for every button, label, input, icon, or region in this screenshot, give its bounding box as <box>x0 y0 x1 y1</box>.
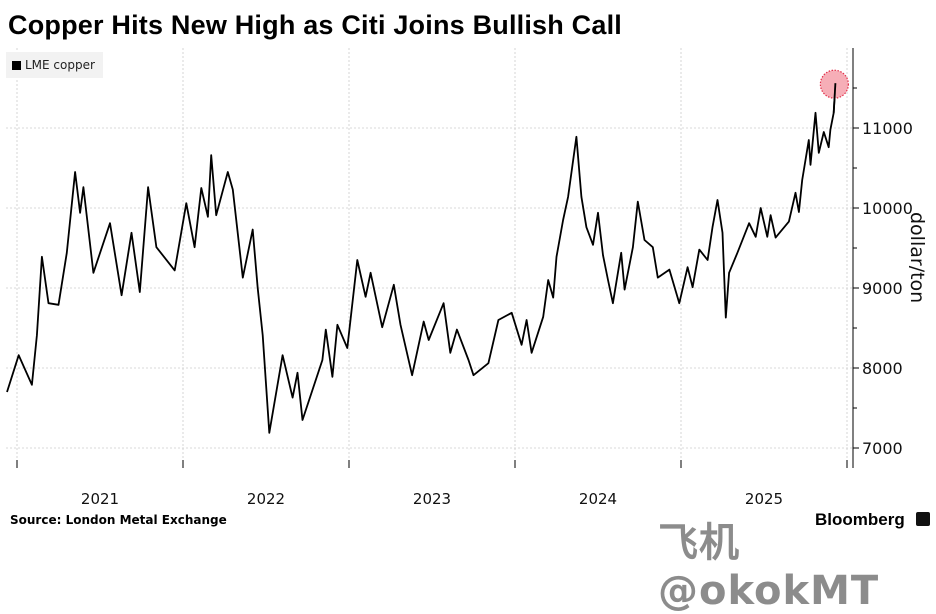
x-tick-label: 2021 <box>81 490 119 508</box>
x-tick-label: 2024 <box>579 490 617 508</box>
series-line-lme-copper <box>6 83 837 434</box>
chart-plot: 7000 8000 9000 10000 11000 dollar/ton 2021 2022… <box>6 48 928 508</box>
series-line-end-segment <box>832 83 837 113</box>
x-tick-label: 2023 <box>413 490 451 508</box>
legend-swatch <box>12 60 21 70</box>
y-tick-label: 9000 <box>862 279 903 298</box>
legend: LME copper <box>6 52 103 78</box>
y-tick-label: 7000 <box>862 439 903 458</box>
y-axis-label: dollar/ton <box>906 212 928 303</box>
chart-title: Copper Hits New High as Citi Joins Bulli… <box>8 10 622 40</box>
legend-label: LME copper <box>25 58 95 72</box>
bloomberg-logo: Bloomberg <box>815 510 905 529</box>
y-tick-label: 10000 <box>862 199 913 218</box>
x-tick-label: 2022 <box>247 490 285 508</box>
y-tick-label: 11000 <box>862 119 913 138</box>
source-note: Source: London Metal Exchange <box>10 513 227 527</box>
x-tick-label: 2025 <box>745 490 783 508</box>
bloomberg-chart-icon <box>916 512 930 526</box>
y-tick-label: 8000 <box>862 359 903 378</box>
